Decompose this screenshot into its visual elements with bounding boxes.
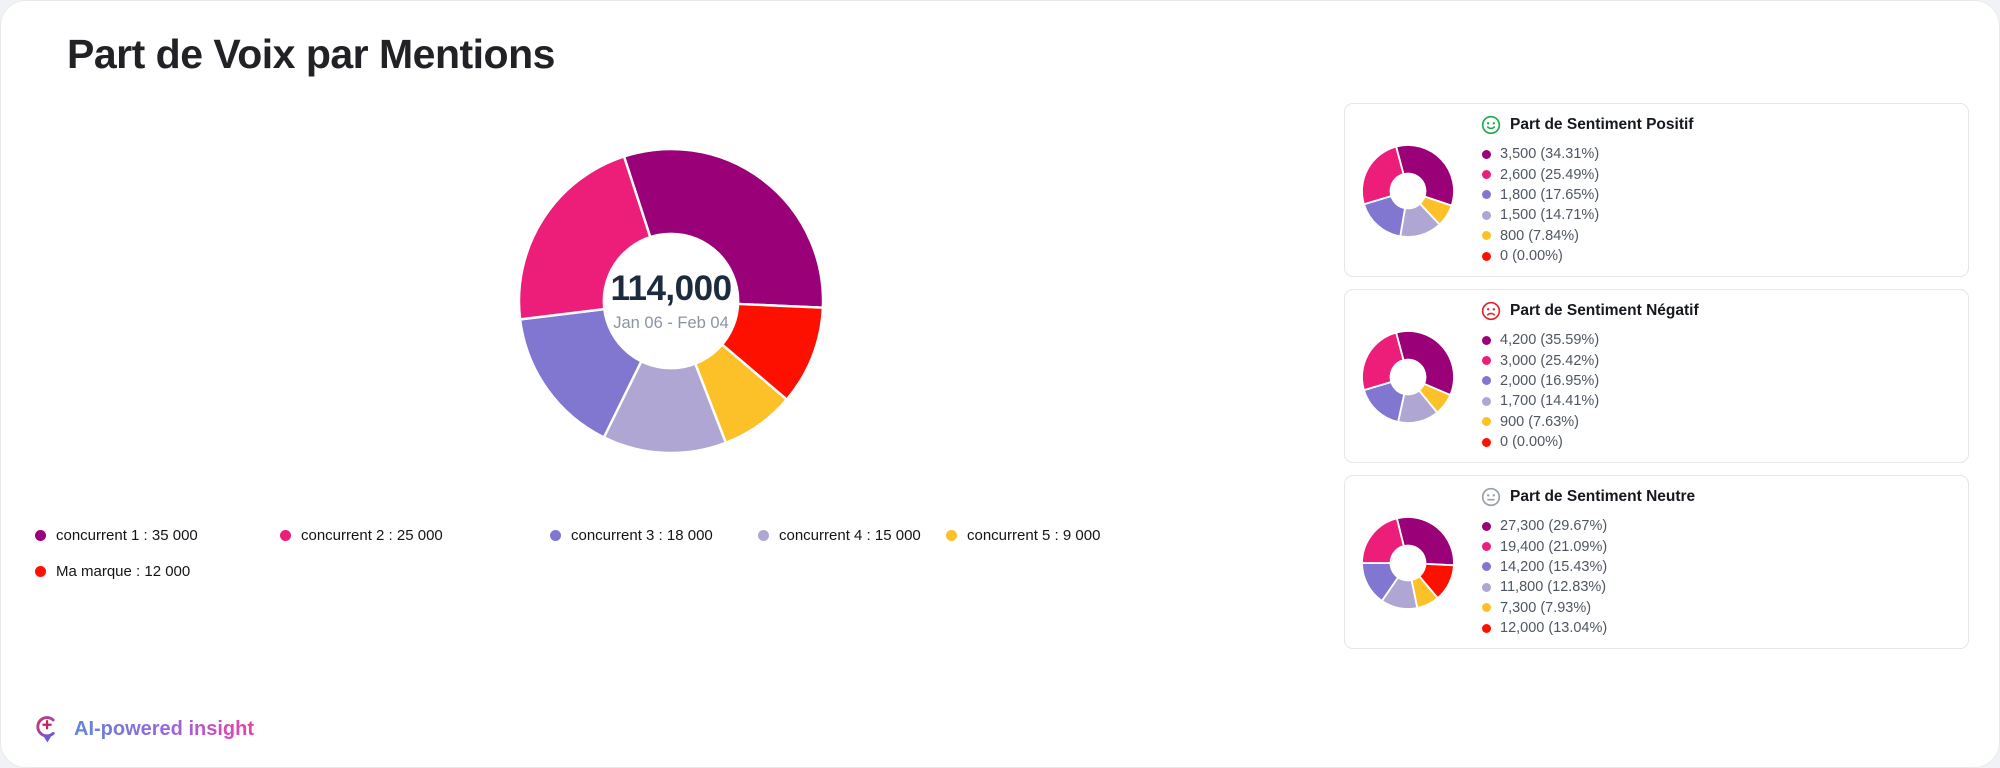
card-legend-row: 4,200 (35.59%) (1482, 330, 1599, 350)
legend-item-concurrent-5[interactable]: concurrent 5 : 9 000 (946, 526, 1100, 544)
legend-dot (1482, 396, 1491, 406)
legend-dot (1482, 251, 1491, 261)
legend-dot (1482, 623, 1491, 633)
legend-dot (1482, 542, 1491, 552)
sentiment-card-neutral: Part de Sentiment Neutre 27,300 (29.67%)… (1344, 475, 1969, 649)
card-legend-row: 2,600 (25.49%) (1482, 164, 1599, 184)
legend-dot (1482, 437, 1491, 447)
legend-dot (1482, 603, 1491, 613)
card-legend-row: 0 (0.00%) (1482, 432, 1599, 452)
legend-value: 4,200 (35.59%) (1500, 332, 1600, 349)
card-legend-row: 3,000 (25.42%) (1482, 350, 1599, 370)
legend-dot (1482, 170, 1491, 180)
legend-value: 7,300 (7.93%) (1500, 599, 1592, 616)
share-of-voice-donut-chart[interactable]: 114,000 Jan 06 - Feb 04 (519, 149, 823, 453)
card-legend: 4,200 (35.59%) 3,000 (25.42%) 2,000 (16.… (1482, 330, 1599, 452)
negative-face-icon (1481, 301, 1501, 321)
card-legend-row: 14,200 (15.43%) (1482, 557, 1607, 577)
card-title: Part de Sentiment Neutre (1510, 488, 1696, 505)
card-legend-row: 800 (7.84%) (1482, 226, 1599, 246)
legend-label: concurrent 1 : 35 000 (56, 526, 198, 544)
card-header: Part de Sentiment Négatif (1481, 300, 1699, 322)
legend-dot (1482, 376, 1491, 386)
card-legend-row: 0 (0.00%) (1482, 246, 1599, 266)
card-legend-row: 11,800 (12.83%) (1482, 577, 1607, 597)
legend-dot (1482, 210, 1491, 220)
legend-dot (758, 529, 769, 541)
brand-label: AI-powered insight (74, 718, 254, 740)
page-title: Part de Voix par Mentions (67, 31, 555, 77)
legend-value: 3,500 (34.31%) (1500, 146, 1600, 163)
card-title: Part de Sentiment Négatif (1510, 302, 1699, 319)
card-legend-row: 900 (7.63%) (1482, 412, 1599, 432)
card-legend-row: 12,000 (13.04%) (1482, 618, 1607, 638)
legend-value: 900 (7.63%) (1500, 413, 1579, 430)
legend-dot (35, 529, 46, 541)
card-legend-row: 1,500 (14.71%) (1482, 205, 1599, 225)
card-legend: 27,300 (29.67%) 19,400 (21.09%) 14,200 (… (1482, 516, 1607, 638)
legend-dot (1482, 335, 1491, 345)
legend-value: 1,800 (17.65%) (1500, 186, 1600, 203)
legend-item-concurrent-4[interactable]: concurrent 4 : 15 000 (758, 526, 921, 544)
card-legend-row: 3,500 (34.31%) (1482, 144, 1599, 164)
legend-dot (1482, 562, 1491, 572)
legend-value: 800 (7.84%) (1500, 227, 1579, 244)
legend-dot (1482, 582, 1491, 592)
legend-value: 14,200 (15.43%) (1500, 558, 1608, 575)
card-title: Part de Sentiment Positif (1510, 116, 1694, 133)
legend-value: 1,500 (14.71%) (1500, 207, 1600, 224)
legend-dot (1482, 521, 1491, 531)
legend-dot (1482, 231, 1491, 241)
legend-value: 2,000 (16.95%) (1500, 372, 1600, 389)
legend-value: 0 (0.00%) (1500, 248, 1563, 265)
card-legend-row: 7,300 (7.93%) (1482, 598, 1607, 618)
card-legend-row: 19,400 (21.09%) (1482, 536, 1607, 556)
brand-logo-icon (36, 716, 55, 743)
negative-sentiment-donut-chart[interactable] (1361, 330, 1455, 424)
legend-dot (35, 565, 46, 577)
legend-item-concurrent-1[interactable]: concurrent 1 : 35 000 (35, 526, 198, 544)
legend-value: 2,600 (25.49%) (1500, 166, 1600, 183)
legend-item-ma-marque[interactable]: Ma marque : 12 000 (35, 562, 190, 580)
footer-brand[interactable]: AI-powered insight (33, 715, 254, 744)
legend-value: 11,800 (12.83%) (1500, 579, 1607, 596)
legend-label: concurrent 2 : 25 000 (301, 526, 443, 544)
legend-dot (280, 529, 291, 541)
legend-dot (550, 529, 561, 541)
legend-dot (1482, 356, 1491, 366)
legend-dot (1482, 190, 1491, 200)
neutral-sentiment-donut-chart[interactable] (1361, 516, 1455, 610)
legend-value: 3,000 (25.42%) (1500, 352, 1600, 369)
positive-sentiment-donut-chart[interactable] (1361, 144, 1455, 238)
legend-label: concurrent 4 : 15 000 (779, 526, 921, 544)
card-header: Part de Sentiment Positif (1481, 114, 1693, 136)
card-legend-row: 1,800 (17.65%) (1482, 185, 1599, 205)
legend-dot (946, 529, 957, 541)
legend-label: concurrent 3 : 18 000 (571, 526, 713, 544)
legend-item-concurrent-2[interactable]: concurrent 2 : 25 000 (280, 526, 443, 544)
legend-dot (1482, 149, 1491, 159)
legend-label: concurrent 5 : 9 000 (967, 526, 1101, 544)
positive-face-icon (1481, 115, 1501, 135)
legend-label: Ma marque : 12 000 (56, 562, 191, 580)
legend-item-concurrent-3[interactable]: concurrent 3 : 18 000 (550, 526, 713, 544)
sentiment-card-negative: Part de Sentiment Négatif 4,200 (35.59%)… (1344, 289, 1969, 463)
card-header: Part de Sentiment Neutre (1481, 486, 1695, 508)
legend-value: 0 (0.00%) (1500, 434, 1563, 451)
card-legend-row: 1,700 (14.41%) (1482, 391, 1599, 411)
card-legend-row: 2,000 (16.95%) (1482, 371, 1599, 391)
sentiment-card-positive: Part de Sentiment Positif 3,500 (34.31%)… (1344, 103, 1969, 277)
neutral-face-icon (1481, 487, 1501, 507)
legend-value: 1,700 (14.41%) (1500, 393, 1600, 410)
legend-value: 19,400 (21.09%) (1500, 538, 1608, 555)
card-legend: 3,500 (34.31%) 2,600 (25.49%) 1,800 (17.… (1482, 144, 1599, 266)
legend-dot (1482, 417, 1491, 427)
legend-value: 27,300 (29.67%) (1500, 518, 1608, 535)
card-legend-row: 27,300 (29.67%) (1482, 516, 1607, 536)
legend-value: 12,000 (13.04%) (1500, 620, 1608, 637)
